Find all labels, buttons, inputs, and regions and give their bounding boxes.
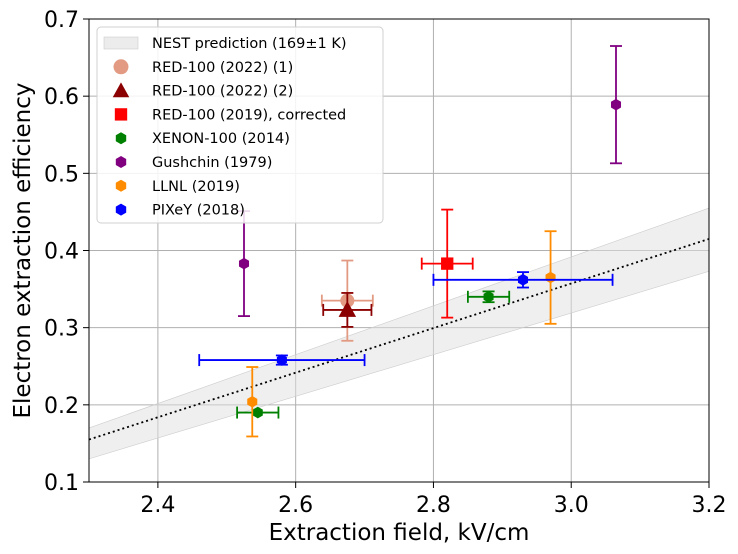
data-point (517, 274, 529, 286)
legend-label: PIXeY (2018) (152, 203, 245, 219)
x-tick-label: 2.6 (278, 493, 313, 518)
legend-swatch-triangle (112, 82, 130, 98)
series-red-100-2022-2 (322, 292, 373, 328)
data-point (252, 406, 263, 419)
fit-line-layer (88, 238, 710, 441)
legend-label: RED-100 (2019), corrected (152, 107, 346, 123)
data-point (441, 257, 454, 270)
legend-swatch-band (103, 36, 139, 50)
legend-label: LLNL (2019) (152, 179, 240, 195)
y-tick-label: 0.3 (44, 317, 79, 342)
x-tick-label: 3.0 (554, 493, 589, 518)
series-gushchin-1979 (238, 45, 622, 317)
nest-prediction-band (88, 207, 710, 460)
legend-label: RED-100 (2022) (1) (152, 60, 293, 76)
x-axis-label: Extraction field, kV/cm (269, 520, 530, 546)
legend-label: NEST prediction (169±1 K) (152, 36, 347, 52)
y-tick-label: 0.1 (44, 471, 79, 496)
x-tick-label: 2.8 (416, 493, 451, 518)
legend-label: Gushchin (1979) (152, 155, 272, 171)
legend-swatch-square (114, 108, 128, 121)
nest-dotted-fit-line (88, 238, 710, 441)
data-point (247, 395, 258, 408)
legend-swatch-hexagon (115, 203, 127, 216)
series-pixey-2018 (198, 271, 614, 367)
y-tick-label: 0.2 (44, 394, 79, 419)
data-point (238, 257, 250, 270)
y-tick-label: 0.5 (44, 162, 79, 187)
data-point (338, 301, 357, 317)
legend-box (96, 26, 384, 224)
data-point (276, 354, 287, 366)
data-series-layer (198, 45, 622, 438)
x-tick-label: 3.2 (692, 493, 727, 518)
data-point (483, 291, 494, 303)
axis-ticks: 2.4 2.6 2.8 3.0 3.2 0.1 0.2 0.3 0.4 0.5 0.6 0.7 (44, 8, 727, 518)
y-tick-label: 0.4 (44, 240, 79, 265)
legend-label: XENON-100 (2014) (152, 131, 290, 147)
legend-swatch-hexagon (115, 179, 127, 192)
data-point (610, 98, 622, 111)
series-red-100-2019-corrected (420, 208, 474, 319)
nest-band-layer (88, 207, 710, 460)
y-axis-label: Electron extraction efficiency (10, 83, 36, 419)
x-tick-label: 2.4 (140, 493, 175, 518)
legend-swatch-hexagon (115, 156, 127, 168)
legend-swatch-circle (113, 59, 129, 75)
y-tick-label: 0.6 (44, 85, 79, 110)
series-llnl-2019 (246, 230, 557, 438)
legend-label: RED-100 (2022) (2) (152, 84, 293, 100)
legend: NEST prediction (169±1 K) RED-100 (2022) … (96, 26, 384, 224)
y-tick-label: 0.7 (44, 8, 79, 33)
legend-swatch-hexagon (115, 132, 127, 145)
series-xenon-100-2014 (236, 290, 511, 419)
